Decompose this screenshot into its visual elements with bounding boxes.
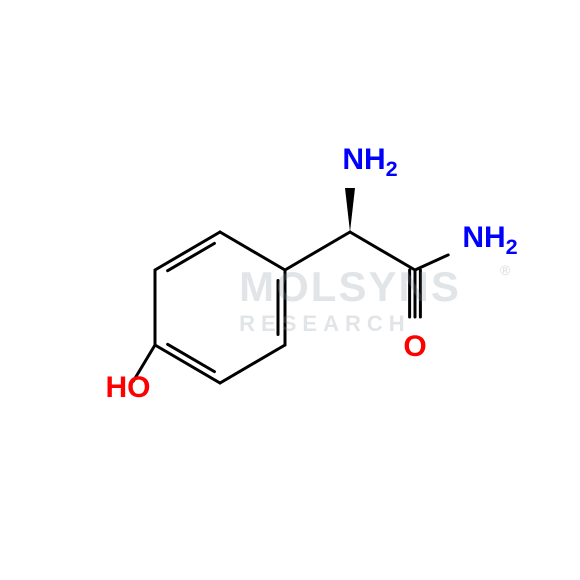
label-oh: HO [106,373,151,403]
structure-canvas: MOLSYNS RESEARCH ® HO NH2 O NH2 [0,0,580,580]
registered-mark: ® [500,262,510,278]
label-nh2-a: NH2 [342,145,397,175]
molecule-svg [0,0,580,580]
label-nh2-b: NH2 [462,223,517,253]
label-o: O [403,332,426,362]
